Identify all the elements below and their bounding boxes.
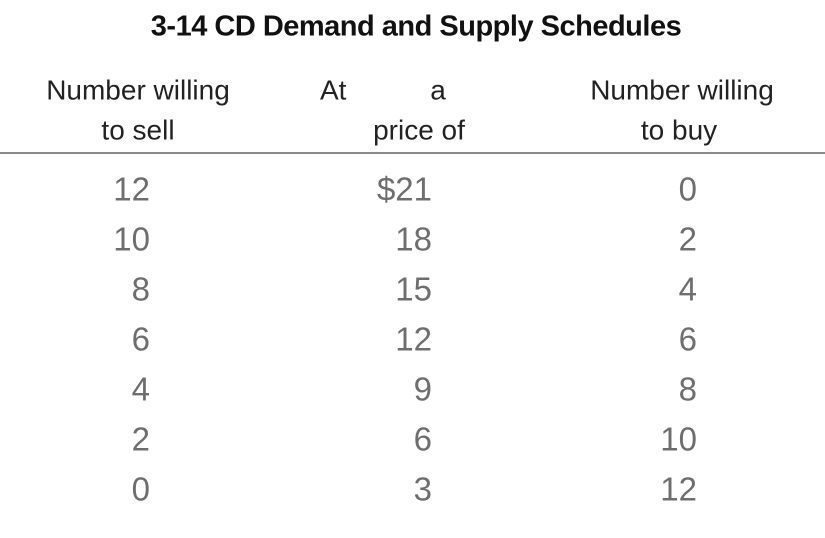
column-header: to buy (641, 114, 717, 145)
column-header: price of (373, 114, 465, 145)
table-cell: 12 (113, 171, 150, 208)
table-cell: 10 (113, 221, 150, 258)
table-cell: 2 (679, 221, 697, 258)
table-cell: 15 (395, 271, 432, 308)
column-header: At (320, 74, 347, 105)
table-cell: 3 (414, 471, 432, 508)
table-cell: 10 (660, 421, 697, 458)
title: 3-14 CD Demand and Supply Schedules (151, 11, 681, 43)
table-cell: 12 (660, 471, 697, 508)
table-cell: 0 (679, 171, 697, 208)
table-cell: 4 (679, 271, 697, 308)
table-body: 12 $21 0 10 18 2 8 15 4 6 12 6 4 9 8 2 6 10 0 3 12 (113, 171, 697, 508)
table-cell: $21 (377, 171, 432, 208)
table-cell: 0 (132, 471, 150, 508)
table-cell: 9 (414, 371, 432, 408)
table-cell: 6 (132, 321, 150, 358)
table-cell: 6 (679, 321, 697, 358)
table-cell: 4 (132, 371, 150, 408)
table-cell: 12 (395, 321, 432, 358)
column-header: to sell (101, 114, 174, 145)
table-cell: 6 (414, 421, 432, 458)
table-cell: 8 (132, 271, 150, 308)
table-cell: 2 (132, 421, 150, 458)
table-cell: 8 (679, 371, 697, 408)
column-header: Number willing (46, 74, 230, 105)
column-header: a (430, 74, 446, 105)
table-cell: 18 (395, 221, 432, 258)
column-header: Number willing (590, 74, 774, 105)
